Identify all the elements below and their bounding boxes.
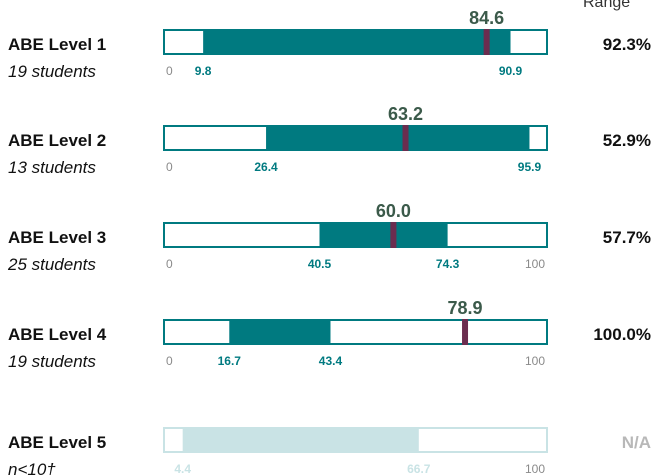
average-marker bbox=[390, 222, 397, 248]
percent-value: 92.3% bbox=[603, 35, 651, 54]
average-marker bbox=[462, 319, 469, 345]
level-students: n<10† bbox=[8, 460, 56, 475]
average-marker bbox=[402, 125, 409, 151]
range-bar-fill bbox=[182, 429, 419, 451]
scale-hundred-label: 100 bbox=[525, 257, 545, 271]
range-low-label: 16.7 bbox=[218, 354, 242, 368]
range-low-label: 9.8 bbox=[195, 64, 212, 78]
level-name: ABE Level 1 bbox=[8, 35, 106, 54]
level-students: 13 students bbox=[8, 158, 96, 177]
average-value-label: 84.6 bbox=[469, 8, 504, 28]
range-bar-frame bbox=[163, 319, 548, 345]
range-column-header: Range bbox=[583, 0, 630, 11]
scale-zero-label: 0 bbox=[166, 160, 173, 174]
level-name: ABE Level 5 bbox=[8, 433, 106, 452]
percent-value: 57.7% bbox=[603, 228, 651, 247]
range-low-label: 26.4 bbox=[254, 160, 278, 174]
range-high-label: 74.3 bbox=[436, 257, 460, 271]
level-students: 19 students bbox=[8, 352, 96, 371]
scale-zero-label: 0 bbox=[166, 354, 173, 368]
percent-value: N/A bbox=[622, 433, 651, 452]
level-name: ABE Level 4 bbox=[8, 325, 107, 344]
scale-hundred-label: 100 bbox=[525, 462, 545, 475]
range-low-label: 4.4 bbox=[174, 462, 191, 475]
range-bar-fill bbox=[319, 224, 448, 246]
scale-hundred-label: 100 bbox=[525, 354, 545, 368]
range-bar-fill bbox=[266, 127, 530, 149]
range-high-label: 43.4 bbox=[319, 354, 343, 368]
average-value-label: 78.9 bbox=[448, 298, 483, 318]
average-value-label: 63.2 bbox=[388, 104, 423, 124]
range-high-label: 90.9 bbox=[499, 64, 523, 78]
scale-zero-label: 0 bbox=[166, 257, 173, 271]
level-name: ABE Level 3 bbox=[8, 228, 106, 247]
range-low-label: 40.5 bbox=[308, 257, 332, 271]
average-marker bbox=[483, 29, 490, 55]
level-students: 25 students bbox=[7, 255, 96, 274]
level-students: 19 students bbox=[8, 62, 96, 81]
scale-zero-label: 0 bbox=[166, 64, 173, 78]
percent-value: 100.0% bbox=[593, 325, 651, 344]
average-value-label: 60.0 bbox=[376, 201, 411, 221]
range-bar-fill bbox=[203, 31, 511, 53]
range-high-label: 66.7 bbox=[407, 462, 431, 475]
range-high-label: 95.9 bbox=[518, 160, 542, 174]
percent-value: 52.9% bbox=[603, 131, 651, 150]
level-name: ABE Level 2 bbox=[8, 131, 106, 150]
range-bar-fill bbox=[229, 321, 331, 343]
